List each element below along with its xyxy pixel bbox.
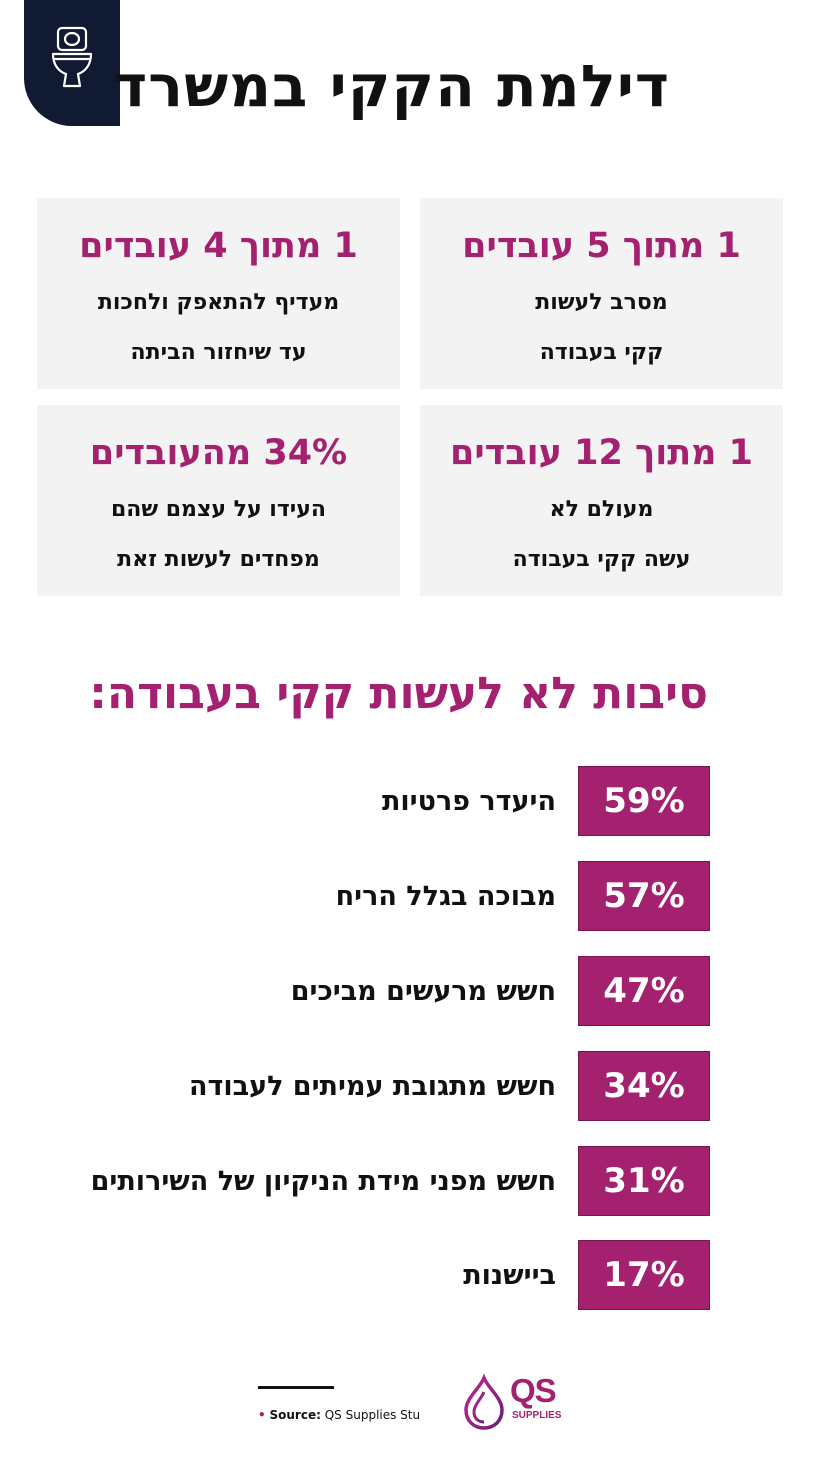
- stat-line: מעולם לא: [549, 497, 654, 522]
- reason-label: מבוכה בגלל הריח: [335, 880, 556, 912]
- stat-headline: 34% מהעובדים: [89, 433, 348, 473]
- reason-percent-badge: 59%: [578, 766, 710, 836]
- stat-card-2: 1 מתוך 4 עובדים מעדיף להתאפק ולחכות עד ש…: [37, 198, 400, 389]
- stat-line: קקי בעבודה: [539, 340, 664, 365]
- stat-card-4: 34% מהעובדים העידו על עצמם שהם מפחדים לע…: [37, 405, 400, 596]
- reason-percent-badge: 57%: [578, 861, 710, 931]
- stat-headline: 1 מתוך 12 עובדים: [449, 433, 754, 473]
- logo-text: QS: [510, 1372, 557, 1409]
- stat-line: העידו על עצמם שהם: [110, 497, 327, 522]
- source-value: QS Supplies Study: [324, 1408, 420, 1422]
- reason-item: 34% חשש מתגובת עמיתים לעבודה: [0, 1051, 820, 1123]
- reason-item: 31% חשש מפני מידת הניקיון של השירותים: [0, 1146, 820, 1218]
- page-title: דילמת הקקי במשרד: [113, 52, 670, 120]
- reason-item: 47% חשש מרעשים מביכים: [0, 956, 820, 1028]
- stat-line: מפחדים לעשות זאת: [117, 547, 320, 572]
- stat-line: עד שיחזור הביתה: [130, 340, 307, 365]
- stat-card-3: 1 מתוך 12 עובדים מעולם לא עשה קקי בעבודה: [420, 405, 783, 596]
- source-label: Source:: [269, 1408, 321, 1422]
- stat-card-1: 1 מתוך 5 עובדים מסרב לעשות קקי בעבודה: [420, 198, 783, 389]
- qs-logo-mark-icon: [464, 1373, 504, 1430]
- reasons-title: סיבות לא לעשות קקי בעבודה:: [89, 668, 708, 719]
- header-icon-badge: [24, 0, 120, 126]
- reason-label: חשש מפני מידת הניקיון של השירותים: [90, 1165, 556, 1197]
- reason-percent-badge: 31%: [578, 1146, 710, 1216]
- reason-item: 17% ביישנות: [0, 1240, 820, 1312]
- reason-item: 59% היעדר פרטיות: [0, 766, 820, 838]
- reason-percent-badge: 47%: [578, 956, 710, 1026]
- toilet-icon: [51, 26, 93, 88]
- reason-label: חשש מרעשים מביכים: [290, 975, 556, 1007]
- stat-line: מעדיף להתאפק ולחכות: [97, 290, 340, 315]
- reason-percent-badge: 34%: [578, 1051, 710, 1121]
- stat-line: עשה קקי בעבודה: [512, 547, 691, 572]
- reason-label: ביישנות: [463, 1259, 556, 1291]
- reason-label: חשש מתגובת עמיתים לעבודה: [188, 1070, 556, 1102]
- source-credit: • Source: QS Supplies Study: [258, 1408, 420, 1430]
- footer-divider: [258, 1386, 334, 1389]
- stat-headline: 1 מתוך 5 עובדים: [462, 226, 741, 266]
- reason-item: 57% מבוכה בגלל הריח: [0, 861, 820, 933]
- reason-label: היעדר פרטיות: [381, 785, 556, 817]
- logo-subtext: SUPPLIES: [512, 1410, 562, 1421]
- stat-line: מסרב לעשות: [535, 290, 668, 315]
- reason-percent-badge: 17%: [578, 1240, 710, 1310]
- bullet-icon: •: [258, 1408, 266, 1422]
- stat-headline: 1 מתוך 4 עובדים: [79, 226, 358, 266]
